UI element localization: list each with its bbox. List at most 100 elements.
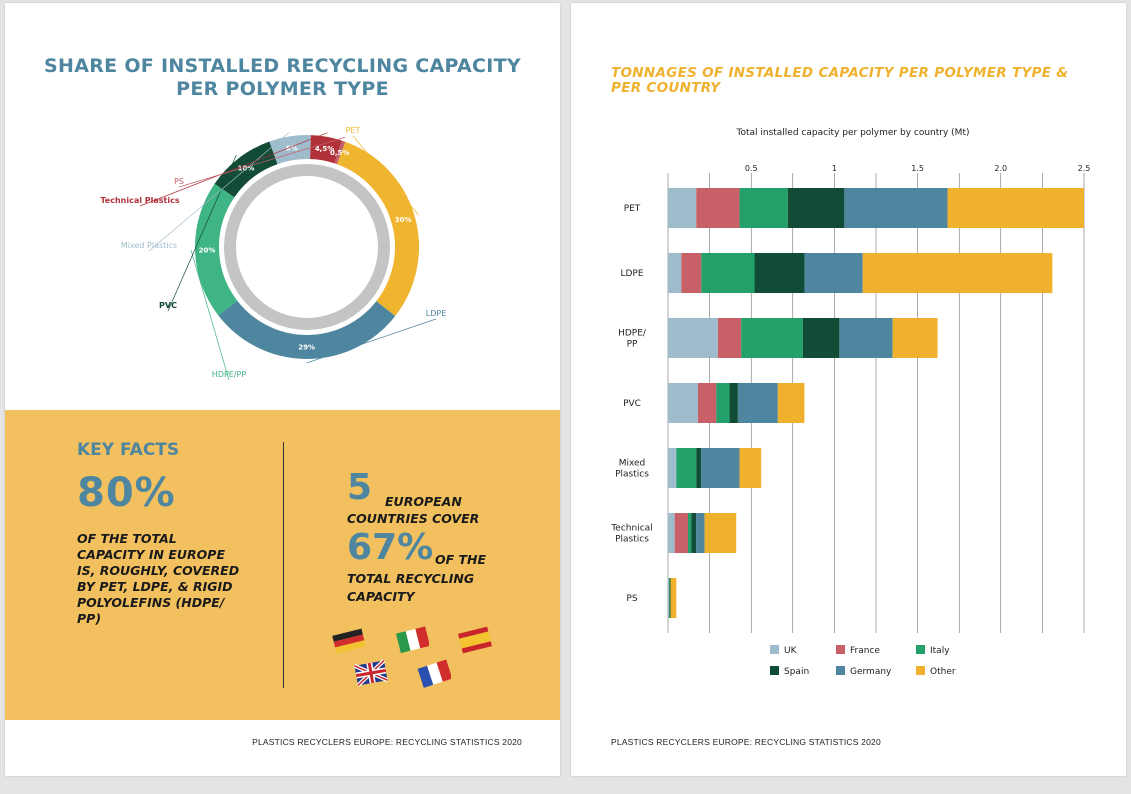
bar-segment-pet-germany bbox=[844, 188, 948, 228]
left-footer: PLASTICS RECYCLERS EUROPE: RECYCLING STA… bbox=[252, 737, 522, 747]
bar-segment-pvc-other bbox=[777, 383, 805, 423]
legend-label-uk: UK bbox=[784, 646, 798, 656]
bar-segment-hdpe-pp-spain bbox=[802, 318, 840, 358]
bar-segment-ps-italy bbox=[668, 578, 670, 618]
bar-segment-pvc-italy bbox=[716, 383, 730, 423]
donut-leader-pvc bbox=[167, 154, 237, 312]
donut-slice-ldpe bbox=[218, 300, 396, 359]
x-tick-label: 1 bbox=[832, 164, 837, 173]
donut-category-label-pet: PET bbox=[346, 126, 361, 135]
bar-segment-mixed-plastics-italy bbox=[676, 448, 697, 488]
category-label-ldpe: LDPE bbox=[620, 269, 643, 279]
donut-category-label-mixed-plastics: Mixed Plastics bbox=[121, 241, 177, 250]
bar-segment-technical-plastics-uk bbox=[668, 513, 675, 553]
germany-flag-icon bbox=[332, 628, 366, 654]
legend-swatch-spain bbox=[770, 666, 779, 675]
donut-value-label-ldpe: 29% bbox=[298, 343, 315, 351]
bar-chart-section-title: TONNAGES OF INSTALLED CAPACITY PER POLYM… bbox=[611, 65, 1069, 96]
donut-value-label-pvc: 10% bbox=[238, 164, 255, 172]
bar-segment-ldpe-uk bbox=[668, 253, 682, 293]
donut-leader-hdpe-pp bbox=[190, 250, 230, 381]
bar-segment-pvc-uk bbox=[668, 383, 698, 423]
donut-leader-ps bbox=[178, 137, 346, 188]
donut-category-label-pvc: PVC bbox=[159, 301, 177, 310]
donut-value-label-hdpe-pp: 20% bbox=[199, 246, 216, 254]
category-label-pvc: PVC bbox=[623, 399, 641, 409]
bar-segment-pet-spain bbox=[787, 188, 845, 228]
donut-value-label-pet: 30% bbox=[395, 216, 412, 224]
bar-segment-ps-other bbox=[670, 578, 677, 618]
donut-slice-hdpe-pp bbox=[195, 183, 238, 316]
legend-label-france: France bbox=[850, 646, 880, 656]
bar-segment-pet-france bbox=[696, 188, 740, 228]
right-page: TONNAGES OF INSTALLED CAPACITY PER POLYM… bbox=[571, 3, 1126, 776]
donut-category-label-hdpe-pp: HDPE/PP bbox=[212, 370, 247, 379]
bar-segment-technical-plastics-other bbox=[704, 513, 737, 553]
bar-segment-hdpe-pp-other bbox=[892, 318, 938, 358]
countries-text-of-the: OF THE bbox=[435, 552, 487, 567]
bar-segment-technical-plastics-spain bbox=[691, 513, 697, 553]
bar-segment-ps-spain bbox=[669, 578, 671, 618]
france-flag-icon bbox=[417, 659, 451, 688]
key-facts-text: OF THE TOTAL CAPACITY IN EUROPE IS, ROUG… bbox=[77, 531, 240, 626]
key-facts-percent: 80% bbox=[77, 470, 176, 516]
bar-segment-mixed-plastics-germany bbox=[701, 448, 740, 488]
bar-segment-ldpe-spain bbox=[754, 253, 805, 293]
legend-label-germany: Germany bbox=[850, 667, 892, 677]
donut-value-label-mixed-plastics: 6% bbox=[286, 145, 298, 153]
bar-segment-ldpe-other bbox=[862, 253, 1053, 293]
title-line-2: PER POLYMER TYPE bbox=[176, 78, 389, 100]
donut-leader-pet bbox=[352, 135, 419, 216]
donut-slice-pvc bbox=[214, 141, 278, 198]
countries-text-total: TOTAL RECYCLING CAPACITY bbox=[347, 571, 475, 604]
donut-leader-technical-plastics bbox=[139, 132, 328, 207]
legend-label-italy: Italy bbox=[930, 646, 950, 656]
category-label-pet: PET bbox=[624, 204, 641, 214]
x-tick-label: 1.5 bbox=[911, 164, 924, 173]
bar-segment-technical-plastics-germany bbox=[696, 513, 705, 553]
bar-segment-technical-plastics-france bbox=[674, 513, 688, 553]
x-tick-label: 2.0 bbox=[994, 164, 1007, 173]
category-label-technical-plastics: Technical Plastics bbox=[610, 524, 652, 545]
bar-segment-hdpe-pp-italy bbox=[741, 318, 803, 358]
bar-segment-ldpe-france bbox=[681, 253, 702, 293]
category-label-mixed-plastics: Mixed Plastics bbox=[615, 459, 649, 480]
legend-swatch-france bbox=[836, 645, 845, 654]
italy-flag-icon bbox=[395, 626, 429, 654]
bar-segment-ldpe-germany bbox=[804, 253, 863, 293]
bar-segment-pet-italy bbox=[739, 188, 788, 228]
bar-segment-hdpe-pp-uk bbox=[668, 318, 718, 358]
key-facts-divider bbox=[283, 442, 284, 688]
bar-segment-mixed-plastics-other bbox=[739, 448, 762, 488]
donut-leader-ldpe bbox=[306, 318, 437, 364]
left-page: SHARE OF INSTALLED RECYCLING CAPACITY PE… bbox=[5, 3, 560, 776]
countries-fact: 5 EUROPEAN COUNTRIES COVER 67% OF THE TO… bbox=[347, 470, 527, 605]
key-facts-heading: KEY FACTS bbox=[77, 440, 180, 460]
legend-label-spain: Spain bbox=[784, 667, 809, 677]
bar-segment-ldpe-italy bbox=[701, 253, 755, 293]
legend-swatch-other bbox=[916, 666, 925, 675]
bar-segment-mixed-plastics-uk bbox=[668, 448, 677, 488]
bar-segment-mixed-plastics-spain bbox=[696, 448, 702, 488]
countries-text-cover: COUNTRIES COVER bbox=[347, 511, 480, 526]
donut-category-label-ps: PS bbox=[174, 177, 184, 186]
x-tick-label: 0.5 bbox=[745, 164, 758, 173]
legend-swatch-germany bbox=[836, 666, 845, 675]
countries-percent: 67% bbox=[347, 527, 434, 568]
bar-chart-title: Total installed capacity per polymer by … bbox=[735, 128, 969, 138]
donut-value-label-ps: 0,5% bbox=[330, 149, 349, 157]
donut-chart: 30% PET 29% LDPE 20% HDPE/PP 10% PVC 6% Mixed Pla… bbox=[100, 126, 446, 381]
donut-leader-mixed-plastics bbox=[148, 132, 290, 252]
countries-text-european: EUROPEAN bbox=[385, 494, 462, 509]
category-label-ps: PS bbox=[626, 594, 637, 604]
legend-swatch-uk bbox=[770, 645, 779, 654]
donut-value-label-technical-plastics: 4,5% bbox=[315, 145, 334, 153]
x-tick-label: 2.5 bbox=[1078, 164, 1091, 173]
donut-slice-mixed-plastics bbox=[269, 135, 311, 165]
category-label-hdpe-pp: HDPE/PP bbox=[618, 329, 647, 350]
title-line-1: SHARE OF INSTALLED RECYCLING CAPACITY bbox=[44, 55, 521, 77]
donut-category-label-technical-plastics: Technical Plastics bbox=[100, 196, 179, 205]
donut-slice-pet bbox=[336, 141, 419, 316]
bar-segment-ps-uk bbox=[668, 578, 669, 618]
bar-segment-hdpe-pp-germany bbox=[839, 318, 893, 358]
